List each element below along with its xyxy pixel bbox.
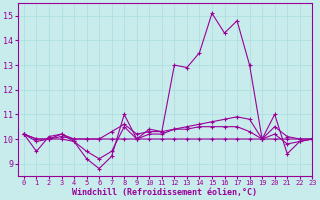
X-axis label: Windchill (Refroidissement éolien,°C): Windchill (Refroidissement éolien,°C) — [72, 188, 258, 197]
